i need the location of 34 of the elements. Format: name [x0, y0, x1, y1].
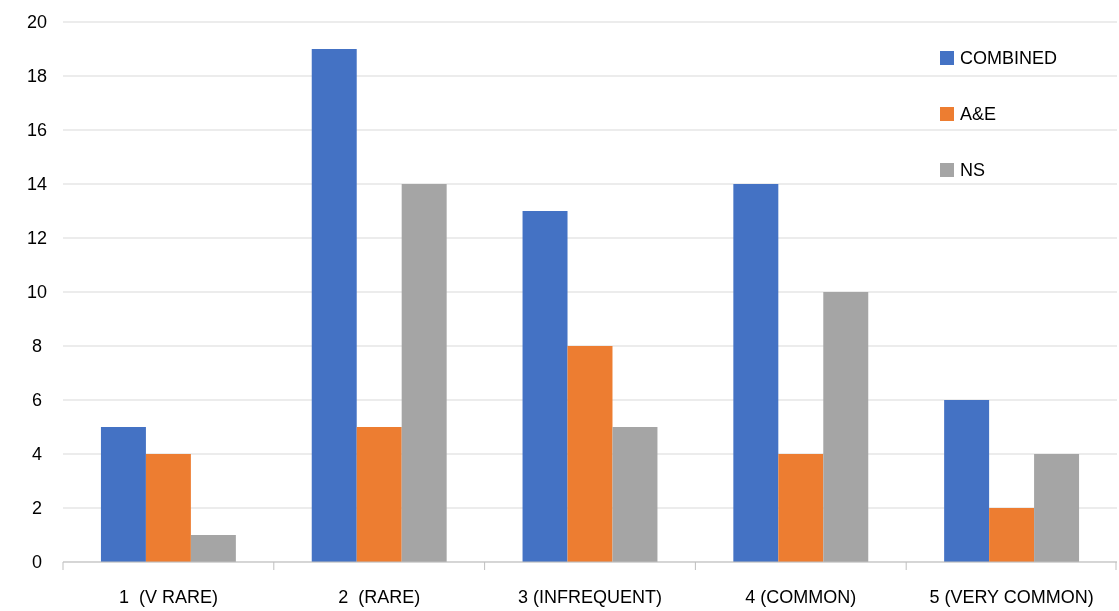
- bar: [823, 292, 869, 562]
- bar: [989, 508, 1035, 562]
- bar: [778, 454, 824, 562]
- y-tick-label: 12: [26, 228, 48, 249]
- x-tick-label: 1 (V RARE): [118, 587, 218, 607]
- y-tick-label: 2: [31, 498, 43, 519]
- x-tick-label: 4 (COMMON): [745, 587, 857, 607]
- y-tick-label: 4: [31, 444, 43, 465]
- bar: [190, 535, 236, 562]
- y-tick-label: 8: [31, 336, 43, 357]
- x-tick-label: 3 (INFREQUENT): [518, 587, 662, 607]
- bar: [612, 427, 658, 562]
- y-tick-label: 18: [26, 66, 48, 87]
- bar: [356, 427, 402, 562]
- bar: [1034, 454, 1080, 562]
- bar: [567, 346, 613, 562]
- y-tick-label: 0: [31, 552, 43, 573]
- y-tick-label: 14: [26, 174, 48, 195]
- bar: [100, 427, 146, 562]
- y-tick-label: 10: [26, 282, 48, 303]
- y-tick-label: 16: [26, 120, 48, 141]
- bar: [145, 454, 191, 562]
- y-tick-label: 20: [26, 12, 48, 33]
- bar: [401, 184, 447, 562]
- legend-label: A&E: [960, 104, 997, 125]
- bar: [944, 400, 990, 562]
- legend-label: COMBINED: [960, 48, 1058, 69]
- bar: [522, 211, 568, 562]
- x-tick-label: 2 (RARE): [338, 587, 421, 607]
- legend-label: NS: [960, 160, 986, 181]
- bar: [311, 49, 357, 562]
- bar: [733, 184, 779, 562]
- x-tick-label: 5 (VERY COMMON): [929, 587, 1094, 607]
- y-tick-label: 6: [31, 390, 43, 411]
